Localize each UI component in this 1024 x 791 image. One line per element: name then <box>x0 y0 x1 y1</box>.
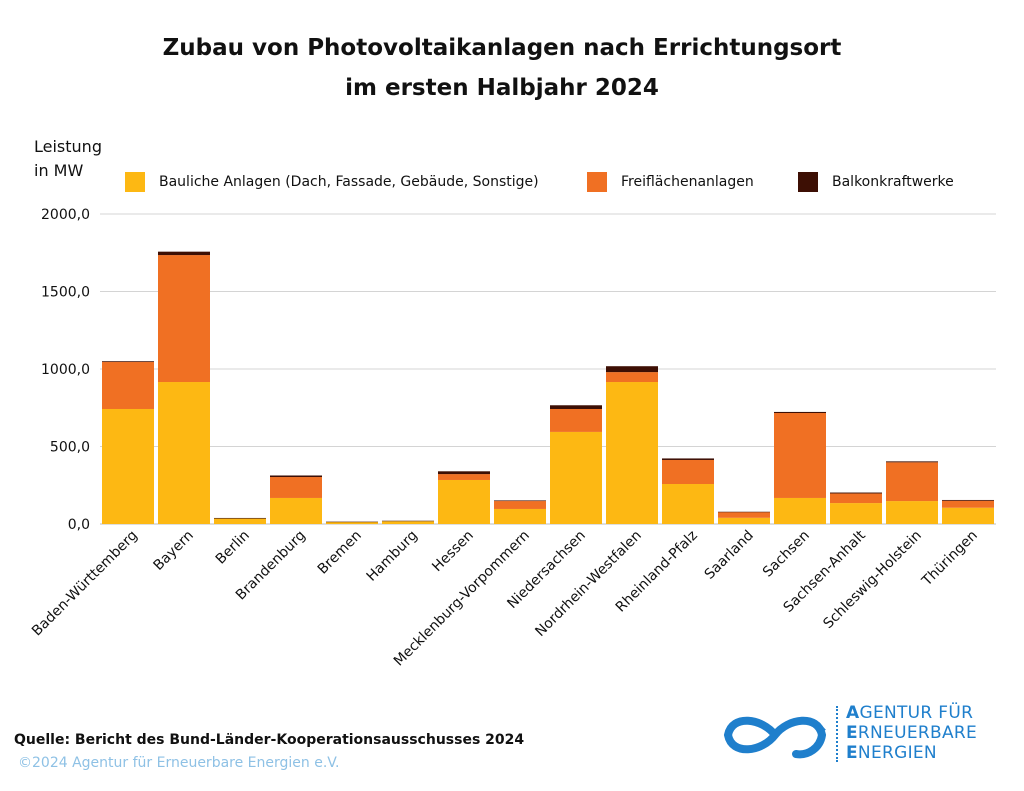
bar-segment-bauliche <box>158 382 210 524</box>
bar-segment-freiflaechen <box>662 459 714 485</box>
legend-label-balkon: Balkonkraftwerke <box>832 174 954 190</box>
bar-segment-balkon <box>662 458 714 460</box>
legend-label-bauliche: Bauliche Anlagen (Dach, Fassade, Gebäude… <box>159 174 539 190</box>
legend-item-balkon: Balkonkraftwerke <box>798 172 954 192</box>
bar-segment-bauliche <box>718 517 770 524</box>
x-tick-label: Baden-Württemberg <box>29 528 141 640</box>
bar-segment-bauliche <box>830 503 882 524</box>
chart-title: Zubau von Photovoltaikanlagen nach Erric… <box>0 28 1004 108</box>
bar-segment-freiflaechen <box>830 493 882 504</box>
bar-segment-bauliche <box>438 479 490 524</box>
legend-label-freiflaechen: Freiflächenanlagen <box>621 174 754 190</box>
logo-initial-a: A <box>846 703 860 723</box>
x-tick-label: Saarland <box>702 528 757 583</box>
copyright-note: ©2024 Agentur für Erneuerbare Energien e… <box>18 755 340 771</box>
bar-segment-balkon <box>270 475 322 478</box>
bar-segment-bauliche <box>102 408 154 524</box>
bar-segment-balkon <box>158 251 210 256</box>
y-tick-label: 2000,0 <box>41 207 90 223</box>
chart-title-line-1: Zubau von Photovoltaikanlagen nach Erric… <box>162 35 842 61</box>
bar-segment-freiflaechen <box>438 474 490 480</box>
bar-segment-bauliche <box>606 382 658 524</box>
bar-segment-balkon <box>382 520 434 522</box>
bar-segment-bauliche <box>382 521 434 524</box>
bar-segment-bauliche <box>662 484 714 524</box>
logo-initial-e2: E <box>846 743 858 763</box>
legend-swatch-bauliche <box>125 172 145 192</box>
x-tick-label: Bayern <box>151 528 197 574</box>
bar-segment-balkon <box>326 521 378 523</box>
bar-segment-bauliche <box>942 507 994 524</box>
x-tick-label: Schleswig-Holstein <box>820 528 924 632</box>
y-tick-label: 1500,0 <box>41 285 90 301</box>
y-tick-label: 0,0 <box>68 517 90 533</box>
bar-segment-balkon <box>942 499 994 501</box>
aee-logo: AGENTUR FÜR ERNEUERBARE ENERGIEN <box>720 700 1000 770</box>
bar-segment-balkon <box>494 500 546 502</box>
bar-segment-freiflaechen <box>942 500 994 508</box>
bar-segment-bauliche <box>326 521 378 524</box>
bar-segment-bauliche <box>774 497 826 524</box>
bar-segment-balkon <box>102 361 154 363</box>
bar-chart: 0,0 500,0 1000,0 1500,0 2000,0 Baden-Württemb… <box>29 207 996 669</box>
chart-title-line-2: im ersten Halbjahr 2024 <box>345 75 659 101</box>
bar-segment-bauliche <box>494 508 546 524</box>
x-tick-label: Berlin <box>213 528 253 568</box>
y-tick-label: 1000,0 <box>41 362 90 378</box>
x-tick-label: Hessen <box>429 528 477 576</box>
bar-segment-bauliche <box>214 518 266 524</box>
bar-segment-balkon <box>438 471 490 475</box>
bar-segment-freiflaechen <box>774 413 826 498</box>
bar-segment-freiflaechen <box>550 408 602 432</box>
legend-swatch-freiflaechen <box>587 172 607 192</box>
logo-line-1: GENTUR FÜR <box>859 703 974 723</box>
bar-segment-balkon <box>774 411 826 414</box>
legend-swatch-balkon <box>798 172 818 192</box>
logo-divider <box>836 706 838 762</box>
x-tick-label: Hamburg <box>364 528 421 585</box>
legend-item-bauliche: Bauliche Anlagen (Dach, Fassade, Gebäude… <box>125 172 539 192</box>
bar-segment-balkon <box>214 517 266 519</box>
source-note: Quelle: Bericht des Bund-Länder-Kooperat… <box>14 732 525 748</box>
bar-segment-balkon <box>886 461 938 463</box>
logo-initial-e1: E <box>846 723 858 743</box>
bar-segment-bauliche <box>550 431 602 524</box>
y-axis-label: Leistung in MW <box>34 135 102 183</box>
bar-segment-bauliche <box>270 497 322 524</box>
bar-segment-freiflaechen <box>606 372 658 383</box>
bar-segment-balkon <box>606 366 658 373</box>
logo-text: AGENTUR FÜR ERNEUERBARE ENERGIEN <box>846 703 977 763</box>
y-tick-label: 500,0 <box>50 440 90 456</box>
x-tick-label: Sachsen <box>760 528 813 581</box>
y-axis-label-line-2: in MW <box>34 161 84 180</box>
infinity-icon <box>723 716 827 759</box>
y-axis-label-line-1: Leistung <box>34 137 102 156</box>
bar-segment-balkon <box>550 405 602 409</box>
bar-segment-balkon <box>830 492 882 494</box>
logo-line-3: NERGIEN <box>857 743 937 763</box>
bar-segment-freiflaechen <box>102 362 154 409</box>
bar-segment-balkon <box>718 511 770 513</box>
x-tick-label: Bremen <box>315 528 365 578</box>
bar-segment-freiflaechen <box>886 462 938 502</box>
bar-segment-bauliche <box>886 501 938 524</box>
legend-item-freiflaechen: Freiflächenanlagen <box>587 172 754 192</box>
bar-segment-freiflaechen <box>718 512 770 518</box>
logo-line-2: RNEUERBARE <box>857 723 978 743</box>
bar-segment-freiflaechen <box>158 255 210 383</box>
bar-segment-freiflaechen <box>494 501 546 509</box>
x-tick-label: Thüringen <box>918 528 980 590</box>
bar-segment-freiflaechen <box>270 477 322 498</box>
x-tick-label: Nordrhein-Westfalen <box>532 528 644 640</box>
